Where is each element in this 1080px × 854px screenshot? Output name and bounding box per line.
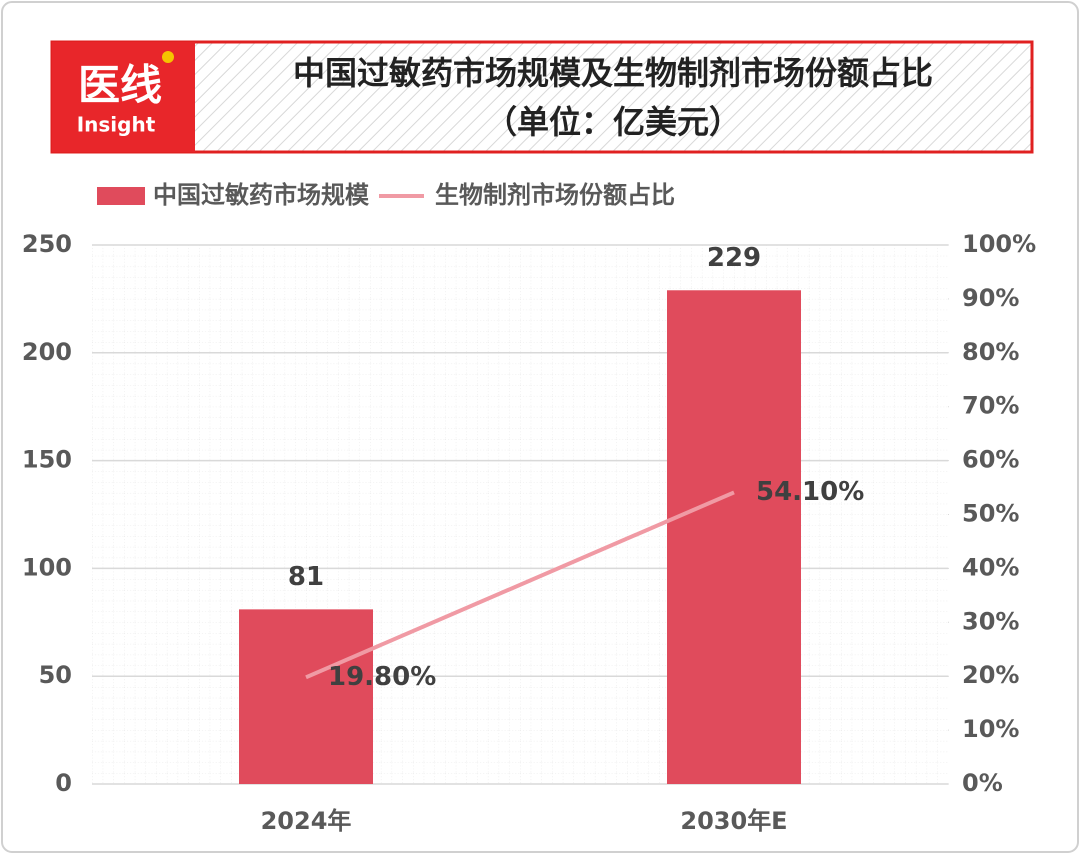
line xyxy=(305,490,735,680)
y-tick-label: 250 xyxy=(22,230,72,258)
bar xyxy=(667,290,801,784)
legend-label: 生物制剂市场份额占比 xyxy=(435,181,675,209)
y2-tick-label: 90% xyxy=(962,284,1019,312)
legend-label: 中国过敏药市场规模 xyxy=(153,181,370,209)
y2-tick-label: 80% xyxy=(962,338,1019,366)
x-tick-label: 2030年E xyxy=(680,807,787,835)
chart-title: 中国过敏药市场规模及生物制剂市场份额占比 xyxy=(293,54,933,92)
y2-tick-label: 60% xyxy=(962,446,1019,474)
y-tick-label: 150 xyxy=(22,446,72,474)
y-tick-label: 50 xyxy=(39,661,72,689)
logo-sub: Insight xyxy=(77,113,156,137)
y-tick-label: 100 xyxy=(22,553,72,581)
data-label: 54.10% xyxy=(756,477,864,507)
y2-tick-label: 10% xyxy=(962,715,1019,743)
data-label: 19.80% xyxy=(328,662,436,692)
y-tick-label: 200 xyxy=(22,338,72,366)
y2-tick-label: 20% xyxy=(962,661,1019,689)
y2-tick-label: 100% xyxy=(962,230,1036,258)
y2-tick-label: 30% xyxy=(962,607,1019,635)
header xyxy=(50,40,1034,154)
y2-tick-label: 40% xyxy=(962,553,1019,581)
data-label: 81 xyxy=(288,562,324,592)
x-tick-label: 2024年 xyxy=(261,807,352,835)
data-label: 229 xyxy=(707,243,761,273)
chart-subtitle: （单位：亿美元） xyxy=(485,103,741,141)
logo-dot xyxy=(162,51,174,63)
y-tick-label: 0 xyxy=(55,769,72,797)
bar xyxy=(239,609,373,784)
y2-tick-label: 0% xyxy=(962,769,1003,797)
legend-swatch xyxy=(97,187,145,205)
plot-area xyxy=(92,245,948,784)
logo-main: 医线 xyxy=(78,61,162,110)
y2-tick-label: 70% xyxy=(962,392,1019,420)
y2-tick-label: 50% xyxy=(962,500,1019,528)
